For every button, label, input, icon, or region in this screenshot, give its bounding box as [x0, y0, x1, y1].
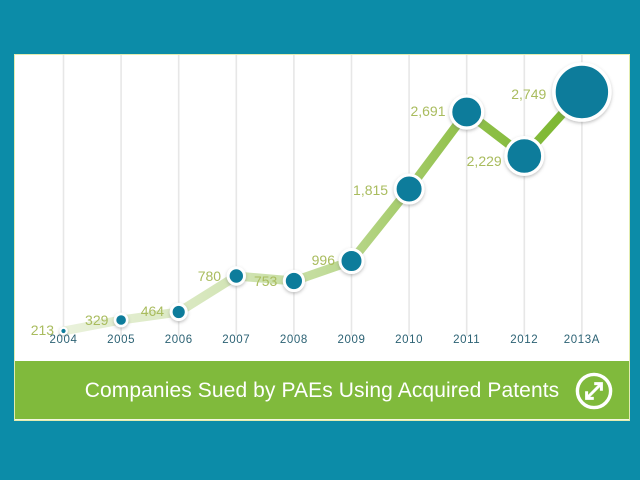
value-label-2010: 1,815 [353, 182, 388, 198]
expand-icon-arrowhead-sw [585, 391, 594, 400]
data-point-2011[interactable] [449, 94, 485, 130]
x-axis-label-2004: 2004 [50, 334, 78, 346]
data-point-2007[interactable] [226, 266, 247, 286]
value-labels: 213 329 464 780 753 996 1,815 2,691 2,229 2,749 [31, 86, 547, 338]
data-point-2005[interactable] [113, 312, 129, 328]
x-axis-label-2011: 2011 [453, 334, 480, 346]
data-point-2009[interactable] [338, 248, 365, 274]
expand-icon-shaft [585, 382, 603, 400]
x-axis-label-2012: 2012 [510, 334, 538, 346]
chart-title: Companies Sued by PAEs Using Acquired Pa… [84, 378, 560, 402]
line-chart: 213 329 464 780 753 996 1,815 2,691 2,229 2,749 20… [31, 55, 612, 346]
value-label-2004: 213 [31, 322, 55, 338]
x-axis-label-2010: 2010 [395, 334, 423, 346]
title-banner: Companies Sued by PAEs Using Acquired Pa… [15, 361, 629, 420]
data-point-2004[interactable] [59, 326, 68, 336]
value-label-2006: 464 [141, 303, 165, 319]
data-points [59, 62, 612, 336]
expand-icon-ring [575, 372, 613, 410]
expand-icon-arrowhead-ne [594, 382, 603, 391]
gridlines [62, 55, 583, 336]
value-label-2008: 753 [254, 273, 278, 289]
data-point-2013A[interactable] [552, 62, 612, 122]
value-label-2011: 2,691 [410, 103, 445, 119]
data-point-2012[interactable] [504, 135, 545, 176]
value-label-2012: 2,229 [467, 153, 502, 169]
data-point-2010[interactable] [393, 173, 425, 205]
x-axis-label-2007: 2007 [222, 334, 250, 346]
value-label-2007: 780 [198, 268, 222, 284]
data-point-2006[interactable] [169, 302, 188, 322]
x-axis-label-2006: 2006 [165, 334, 193, 346]
x-axis-label-2009: 2009 [338, 334, 366, 346]
value-label-2013A: 2,749 [511, 86, 546, 102]
value-label-2009: 996 [312, 252, 336, 268]
value-label-2005: 329 [85, 312, 109, 328]
chart-card: 213 329 464 780 753 996 1,815 2,691 2,229 2,749 20… [14, 54, 630, 421]
x-axis-labels: 2004 2005 2006 2007 2008 2009 2010 2011 2012 2013… [50, 334, 600, 346]
x-axis-label-2005: 2005 [107, 334, 135, 346]
x-axis-label-2013A: 2013A [564, 334, 600, 346]
data-line [59, 87, 587, 336]
x-axis-label-2008: 2008 [280, 334, 308, 346]
expand-icon[interactable] [574, 371, 614, 411]
data-point-2008[interactable] [282, 269, 305, 293]
